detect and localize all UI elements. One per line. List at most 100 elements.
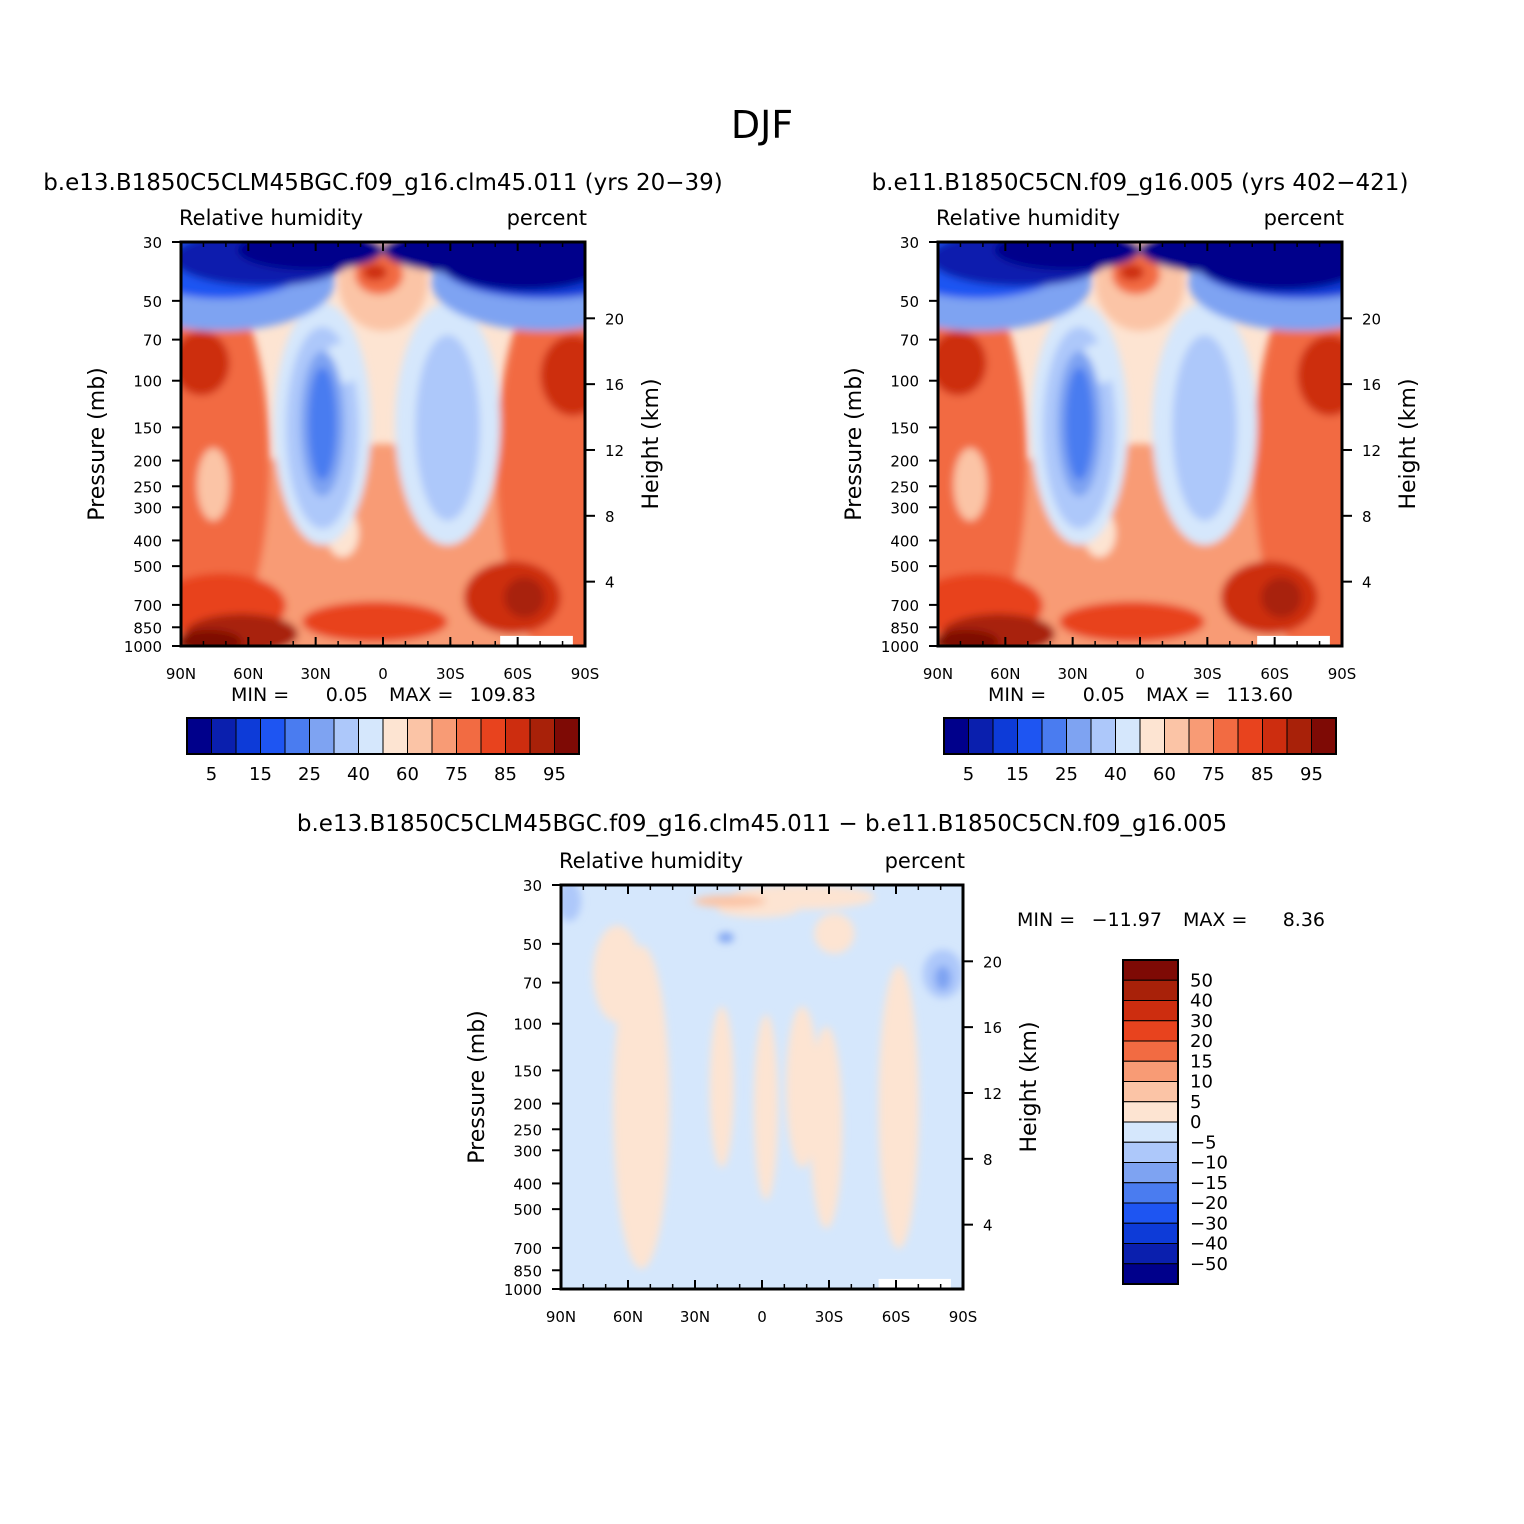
contour-region-30 — [994, 242, 1140, 271]
y-tick-label: 100 — [513, 1016, 542, 1034]
max-value: 8.36 — [1283, 909, 1325, 931]
min-value: −11.97 — [1092, 909, 1162, 931]
contour-region-15 — [362, 264, 388, 281]
colorbar-label: 25 — [298, 764, 321, 785]
contour-region-15 — [1119, 264, 1145, 281]
colorbar-box — [505, 717, 531, 755]
x-tick-label: 0 — [378, 665, 388, 683]
y2-tick-label: 4 — [605, 574, 615, 592]
colorbar-label: 0 — [1190, 1112, 1201, 1133]
y2-tick-label: 12 — [983, 1085, 1002, 1103]
contour-region-5 — [540, 334, 585, 416]
contour-region-8 — [1059, 601, 1205, 642]
y-tick-label: 70 — [143, 332, 162, 350]
y-tick-label: 300 — [890, 499, 919, 517]
colorbar-box — [1122, 1101, 1179, 1123]
max-label: MAX = — [1146, 684, 1210, 706]
y-tick-label: 100 — [890, 373, 919, 391]
y-tick-label: 300 — [133, 499, 162, 517]
colorbar-label: 5 — [206, 764, 217, 785]
y-tick-label: 30 — [900, 234, 919, 252]
y2-axis-title: Height (km) — [639, 378, 664, 509]
contour-region-10 — [1261, 577, 1302, 618]
colorbar-box — [309, 717, 335, 755]
colorbar-label: 85 — [494, 764, 517, 785]
colorbar-box — [1122, 1243, 1179, 1265]
colorbar-box — [1122, 959, 1179, 981]
colorbar-box — [1090, 717, 1116, 755]
colorbar-box — [1122, 1020, 1179, 1042]
contour-region-31 — [383, 242, 585, 275]
panel-title: b.e13.B1850C5CLM45BGC.f09_g16.clm45.011 … — [43, 170, 723, 196]
colorbar-label: −15 — [1190, 1173, 1228, 1194]
x-tick-label: 30N — [301, 665, 331, 683]
colorbar-box — [943, 717, 969, 755]
y-tick-label: 1000 — [881, 638, 919, 656]
contour-region-11 — [181, 629, 242, 646]
y2-tick-label: 12 — [1362, 442, 1381, 460]
colorbar: 5 15 25 40 60 75 85 95 — [943, 717, 1337, 785]
y2-tick-label: 4 — [1362, 574, 1372, 592]
colorbar-box — [1139, 717, 1165, 755]
contour-region-11 — [693, 895, 767, 908]
max-value: 113.60 — [1227, 684, 1293, 706]
colorbar-box — [554, 717, 580, 755]
colorbar-box — [407, 717, 433, 755]
x-tick-label: 90S — [1328, 665, 1357, 683]
y-tick-label: 150 — [133, 419, 162, 437]
colorbar-label: −40 — [1190, 1234, 1228, 1255]
contour-region-12 — [953, 448, 987, 521]
contour-region-4 — [181, 330, 230, 396]
colorbar-box — [235, 717, 261, 755]
y-tick-label: 700 — [133, 597, 162, 615]
contour-region-10 — [504, 577, 545, 618]
panel-2: 90N 60N 30N 0 30S 60S 90S 30 50 70 100 150 200 250 300… — [842, 170, 1421, 785]
y-tick-label: 700 — [513, 1240, 542, 1258]
x-tick-label: 60N — [233, 665, 263, 683]
colorbar-box — [1122, 1263, 1179, 1285]
x-tick-label: 60S — [882, 1308, 911, 1326]
colorbar-label: 75 — [445, 764, 468, 785]
contour-region-7 — [878, 965, 919, 1249]
y-tick-label: 30 — [143, 234, 162, 252]
contour-region-2 — [593, 925, 642, 1023]
contour-region-5 — [786, 1006, 819, 1168]
colorbar-box — [1115, 717, 1141, 755]
colorbar-box — [1213, 717, 1239, 755]
y2-tick-label: 8 — [983, 1151, 993, 1169]
y-tick-label: 850 — [513, 1262, 542, 1280]
y2-tick-label: 12 — [605, 442, 624, 460]
missing-data-patch — [878, 1278, 951, 1289]
y2-tick-label: 16 — [983, 1019, 1002, 1037]
colorbar-box — [992, 717, 1018, 755]
colorbar-box — [1237, 717, 1263, 755]
colorbar-box — [186, 717, 212, 755]
units-label: percent — [507, 206, 587, 230]
colorbar-label: 10 — [1190, 1072, 1213, 1093]
y-tick-label: 150 — [513, 1062, 542, 1080]
colorbar-label: 40 — [347, 764, 370, 785]
panel-title: b.e13.B1850C5CLM45BGC.f09_g16.clm45.011 … — [297, 811, 1227, 837]
y-tick-label: 250 — [513, 1121, 542, 1139]
contour-region-4 — [753, 1014, 779, 1201]
colorbar-box — [1122, 1222, 1179, 1244]
x-tick-label: 60N — [990, 665, 1020, 683]
contour-region-9 — [814, 913, 855, 954]
colorbar-box — [968, 717, 994, 755]
colorbar-frame — [1122, 959, 1179, 1285]
colorbar-label: 15 — [249, 764, 272, 785]
contour-field — [561, 885, 963, 1289]
colorbar-box — [1017, 717, 1043, 755]
colorbar-box — [1122, 1182, 1179, 1204]
y-axis-title: Pressure (mb) — [842, 367, 867, 521]
x-tick-label: 90N — [546, 1308, 576, 1326]
contour-region-12 — [197, 448, 230, 521]
y-tick-label: 50 — [143, 293, 162, 311]
colorbar-frame — [943, 717, 1337, 755]
contour-region-30 — [237, 242, 383, 271]
missing-data-patch — [1257, 635, 1330, 646]
colorbar-label: 20 — [1190, 1031, 1213, 1052]
colorbar-box — [211, 717, 237, 755]
colorbar-box — [1122, 1121, 1179, 1143]
